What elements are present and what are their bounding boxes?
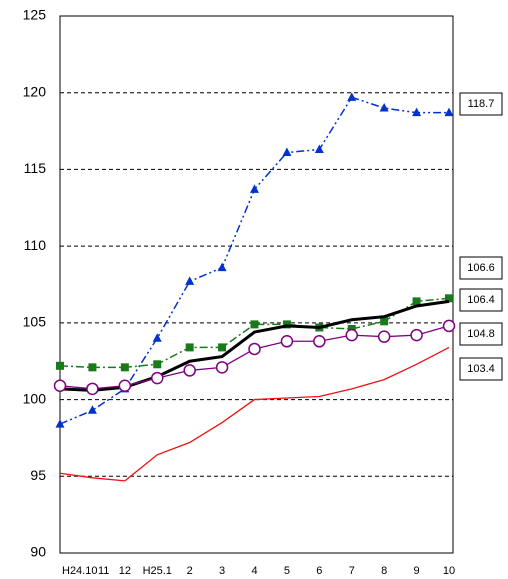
x-tick-label: 6 <box>316 565 322 577</box>
marker <box>215 361 229 374</box>
x-tick-label: 9 <box>414 565 420 577</box>
y-tick-label: 125 <box>23 7 47 23</box>
marker <box>120 363 129 372</box>
marker <box>313 335 326 348</box>
marker <box>314 144 324 153</box>
series-line <box>59 346 450 482</box>
marker <box>185 276 195 285</box>
end-label: 106.6 <box>467 262 495 274</box>
marker <box>280 335 294 348</box>
x-tick-label: 7 <box>349 565 355 577</box>
marker <box>55 419 65 428</box>
y-tick-label: 90 <box>30 544 46 560</box>
x-tick-label: 4 <box>251 565 257 577</box>
end-label: 118.7 <box>468 98 495 110</box>
x-tick-label: 3 <box>219 565 225 577</box>
marker <box>380 317 389 326</box>
marker <box>151 371 164 385</box>
end-label-box <box>459 357 503 381</box>
y-tick-label: 110 <box>24 237 47 253</box>
y-tick-label: 120 <box>23 83 47 99</box>
x-tick-label: H25.1 <box>143 565 172 577</box>
marker <box>377 330 391 343</box>
end-label-box <box>459 322 503 346</box>
y-tick-label: 105 <box>23 314 47 330</box>
marker <box>282 147 292 157</box>
marker <box>250 320 259 329</box>
marker <box>410 328 423 342</box>
marker <box>86 382 99 396</box>
y-tick-label: 115 <box>24 160 47 176</box>
end-label-box <box>459 256 503 280</box>
marker <box>53 379 67 393</box>
marker <box>152 333 162 342</box>
marker <box>379 103 389 112</box>
end-label-box <box>459 92 503 116</box>
marker <box>444 107 454 117</box>
marker <box>183 364 196 377</box>
marker <box>118 379 132 393</box>
marker <box>56 361 64 370</box>
marker <box>347 92 357 101</box>
plot-frame <box>59 15 454 554</box>
x-tick-label: 8 <box>381 565 387 577</box>
marker <box>87 405 97 414</box>
marker <box>282 320 291 329</box>
y-tick-label: 95 <box>30 467 46 483</box>
series-line <box>59 325 450 390</box>
end-label: 103.4 <box>467 363 495 375</box>
marker <box>153 360 162 369</box>
marker <box>250 184 259 193</box>
x-tick-label: 5 <box>284 565 290 577</box>
x-tick-label: 12 <box>119 565 131 577</box>
marker <box>217 262 227 272</box>
marker <box>412 297 421 306</box>
y-tick-label: 100 <box>23 390 47 406</box>
marker <box>345 328 358 342</box>
series-line <box>59 96 449 425</box>
marker <box>88 363 97 372</box>
marker <box>248 342 261 356</box>
marker <box>218 343 227 352</box>
marker <box>412 107 422 117</box>
end-label-box <box>459 288 503 312</box>
x-tick-label: 10 <box>443 565 455 577</box>
x-tick-label: 2 <box>187 565 193 577</box>
marker <box>445 294 453 303</box>
end-label: 104.8 <box>467 328 495 340</box>
x-tick-label: 11 <box>98 565 109 577</box>
x-tick-label: H24.10 <box>62 565 97 577</box>
marker <box>442 319 456 333</box>
marker <box>185 343 194 352</box>
end-label: 106.4 <box>467 294 495 306</box>
